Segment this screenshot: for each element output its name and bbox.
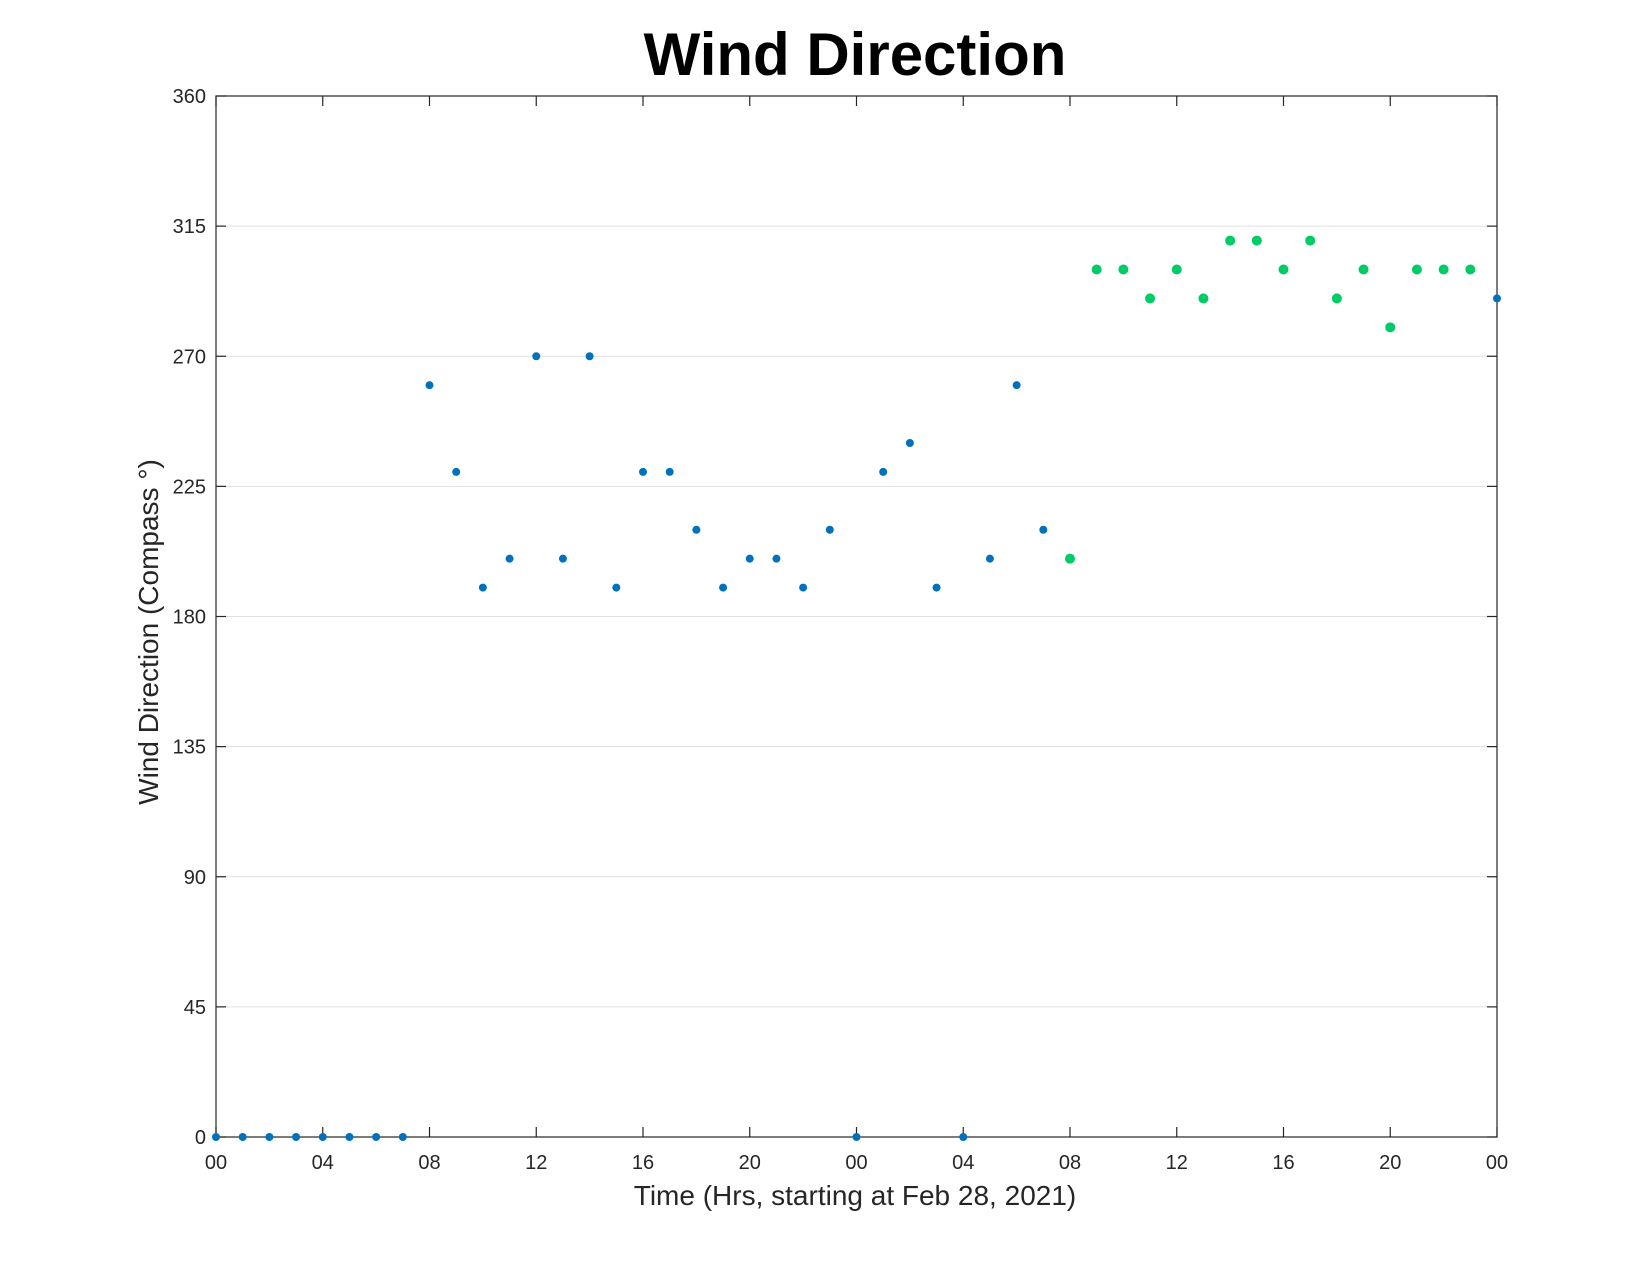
data-point <box>318 1133 327 1141</box>
data-point <box>532 352 541 361</box>
y-tick-label: 45 <box>184 997 206 1019</box>
y-tick-label: 360 <box>173 86 206 108</box>
data-point <box>265 1133 274 1141</box>
chart-title: Wind Direction <box>644 21 1067 88</box>
data-point <box>1331 293 1342 304</box>
data-point <box>1091 264 1102 275</box>
x-tick-label: 08 <box>1059 1152 1081 1174</box>
data-point <box>745 554 754 563</box>
y-axis-label: Wind Direction (Compass °) <box>133 459 164 805</box>
data-point <box>985 554 994 563</box>
data-point <box>1171 264 1182 275</box>
data-point <box>959 1133 968 1141</box>
data-point <box>212 1133 220 1141</box>
y-tick-label: 135 <box>173 737 206 759</box>
x-tick-label: 20 <box>1379 1152 1401 1174</box>
y-tick-label: 225 <box>173 476 206 498</box>
y-tick-label: 0 <box>195 1127 206 1149</box>
data-point <box>1039 525 1048 534</box>
x-tick-label: 04 <box>312 1152 334 1174</box>
data-point <box>772 554 781 563</box>
x-tick-label: 04 <box>952 1152 974 1174</box>
x-tick-label: 00 <box>205 1152 227 1174</box>
data-point <box>905 439 914 447</box>
data-point <box>1198 293 1209 304</box>
data-point <box>1278 264 1289 275</box>
data-point <box>879 467 888 476</box>
data-point <box>345 1133 354 1141</box>
data-point <box>585 352 594 361</box>
x-tick-label: 20 <box>739 1152 761 1174</box>
data-point <box>238 1133 247 1141</box>
x-tick-label: 16 <box>632 1152 654 1174</box>
data-point <box>1065 553 1075 564</box>
data-point <box>478 583 487 592</box>
data-point <box>398 1133 407 1141</box>
data-point <box>1358 264 1369 275</box>
x-tick-label: 12 <box>1166 1152 1188 1174</box>
data-point <box>1145 293 1156 304</box>
data-point <box>932 583 941 592</box>
x-tick-label: 00 <box>845 1152 867 1174</box>
data-point <box>1118 264 1129 275</box>
y-tick-label: 90 <box>184 867 206 889</box>
data-point <box>558 554 567 563</box>
y-tick-label: 180 <box>173 607 206 629</box>
data-point <box>1251 235 1262 246</box>
x-tick-label: 12 <box>525 1152 547 1174</box>
data-point <box>452 467 461 476</box>
data-point <box>1411 264 1422 275</box>
data-point <box>505 554 514 563</box>
y-tick-label: 315 <box>173 216 206 238</box>
data-point <box>1012 381 1021 390</box>
x-tick-label: 00 <box>1486 1152 1508 1174</box>
data-point <box>292 1133 301 1141</box>
data-point <box>692 525 701 534</box>
x-tick-label: 08 <box>418 1152 440 1174</box>
data-points <box>212 235 1501 1141</box>
data-point <box>1465 264 1476 275</box>
x-axis-label: Time (Hrs, starting at Feb 28, 2021) <box>634 1180 1076 1211</box>
x-tick-label: 16 <box>1272 1152 1294 1174</box>
data-point <box>1493 294 1501 303</box>
data-point <box>612 583 621 592</box>
data-point <box>799 583 808 592</box>
data-point <box>372 1133 381 1141</box>
gridlines <box>216 95 1497 1138</box>
data-point <box>852 1133 861 1141</box>
data-point <box>1305 235 1316 246</box>
data-point <box>1225 235 1236 246</box>
data-point <box>1438 264 1449 275</box>
y-tick-label: 270 <box>173 346 206 368</box>
axis-ticks: 0 45 90 135 180 225 270 315 360 00 04 08 12 16 20 00 04 0… <box>173 86 1509 1174</box>
data-point <box>639 467 647 476</box>
data-point <box>719 583 728 592</box>
data-point <box>825 525 834 534</box>
data-point <box>1385 322 1396 333</box>
data-point <box>665 467 674 476</box>
data-point <box>425 381 434 390</box>
